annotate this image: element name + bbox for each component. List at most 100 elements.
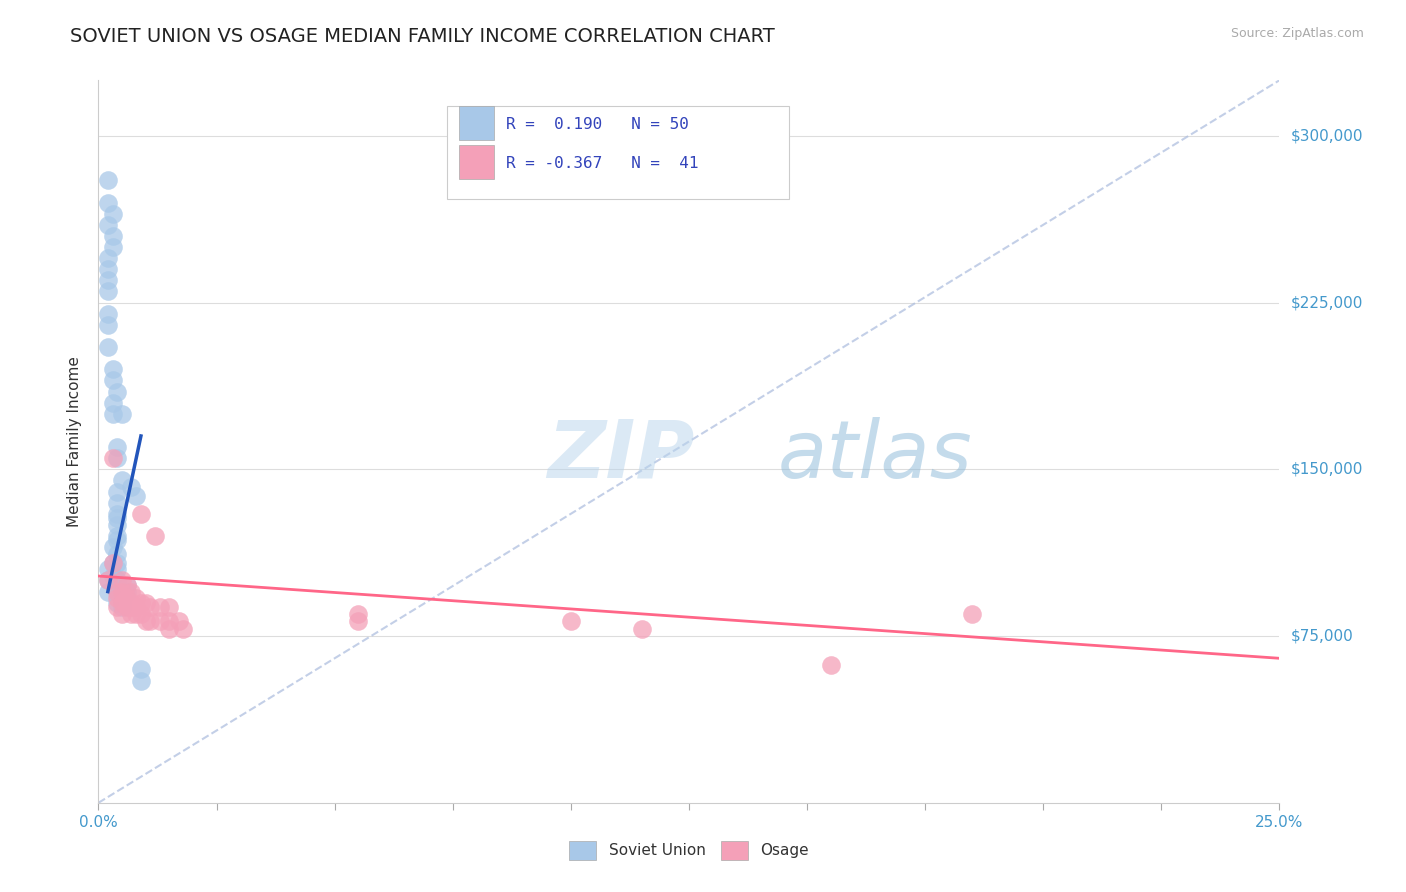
Point	[105, 600, 128, 615]
FancyBboxPatch shape	[447, 105, 789, 200]
Point	[97, 218, 120, 232]
Point	[139, 614, 162, 628]
Point	[105, 529, 128, 543]
Point	[105, 562, 128, 576]
Point	[560, 614, 582, 628]
Point	[962, 607, 984, 621]
Point	[630, 623, 652, 637]
Point	[111, 596, 134, 610]
Point	[105, 533, 128, 548]
Point	[105, 596, 128, 610]
Point	[121, 607, 143, 621]
Point	[101, 540, 124, 554]
Point	[105, 384, 128, 399]
Point	[97, 273, 120, 287]
Point	[101, 556, 124, 570]
Point	[97, 562, 120, 576]
Point	[105, 440, 128, 454]
Point	[129, 662, 152, 676]
Point	[129, 673, 152, 688]
Point	[97, 173, 120, 187]
Point	[97, 574, 120, 588]
Point	[820, 657, 842, 672]
Point	[111, 600, 134, 615]
Point	[97, 318, 120, 332]
Point	[105, 484, 128, 499]
FancyBboxPatch shape	[458, 145, 494, 179]
Point	[115, 591, 138, 606]
Point	[97, 340, 120, 354]
Point	[101, 407, 124, 421]
Text: R =  0.190   N = 50: R = 0.190 N = 50	[506, 117, 689, 132]
Text: atlas: atlas	[778, 417, 973, 495]
Point	[105, 496, 128, 510]
Point	[129, 596, 152, 610]
Point	[135, 596, 157, 610]
Point	[105, 591, 128, 606]
Point	[139, 600, 162, 615]
Point	[125, 607, 148, 621]
Point	[167, 614, 190, 628]
Point	[111, 574, 134, 588]
Point	[172, 623, 194, 637]
Point	[105, 584, 128, 599]
Point	[105, 574, 128, 588]
Point	[97, 251, 120, 265]
Point	[97, 262, 120, 277]
Point	[97, 285, 120, 299]
Point	[97, 195, 120, 210]
Point	[129, 507, 152, 521]
Point	[115, 578, 138, 592]
Point	[101, 240, 124, 254]
Point	[143, 529, 166, 543]
Point	[121, 596, 143, 610]
Point	[149, 614, 172, 628]
Point	[101, 395, 124, 409]
Point	[101, 451, 124, 466]
Point	[97, 584, 120, 599]
Point	[135, 614, 157, 628]
Point	[105, 547, 128, 561]
Point	[121, 480, 143, 494]
Point	[105, 584, 128, 599]
Point	[111, 607, 134, 621]
Point	[157, 600, 180, 615]
Text: $225,000: $225,000	[1291, 295, 1362, 310]
Point	[97, 574, 120, 588]
Point	[101, 362, 124, 376]
Text: Source: ZipAtlas.com: Source: ZipAtlas.com	[1230, 27, 1364, 40]
Point	[105, 451, 128, 466]
Point	[347, 614, 370, 628]
Point	[111, 407, 134, 421]
Point	[125, 591, 148, 606]
Point	[125, 600, 148, 615]
Text: $150,000: $150,000	[1291, 462, 1362, 477]
Point	[121, 584, 143, 599]
Point	[105, 556, 128, 570]
Legend: Soviet Union, Osage: Soviet Union, Osage	[561, 833, 817, 867]
Point	[115, 584, 138, 599]
Point	[105, 578, 128, 592]
Text: $75,000: $75,000	[1291, 629, 1354, 643]
Point	[101, 556, 124, 570]
Point	[105, 517, 128, 532]
Point	[101, 228, 124, 243]
Point	[125, 489, 148, 503]
Point	[149, 600, 172, 615]
Point	[157, 614, 180, 628]
Point	[111, 596, 134, 610]
Text: SOVIET UNION VS OSAGE MEDIAN FAMILY INCOME CORRELATION CHART: SOVIET UNION VS OSAGE MEDIAN FAMILY INCO…	[70, 27, 775, 45]
Point	[97, 307, 120, 321]
Point	[111, 474, 134, 488]
Point	[115, 600, 138, 615]
Point	[105, 511, 128, 525]
Text: ZIP: ZIP	[547, 417, 695, 495]
Text: $300,000: $300,000	[1291, 128, 1362, 144]
Point	[101, 207, 124, 221]
Point	[111, 584, 134, 599]
FancyBboxPatch shape	[458, 105, 494, 140]
Point	[347, 607, 370, 621]
Point	[129, 607, 152, 621]
Point	[121, 600, 143, 615]
Point	[115, 578, 138, 592]
